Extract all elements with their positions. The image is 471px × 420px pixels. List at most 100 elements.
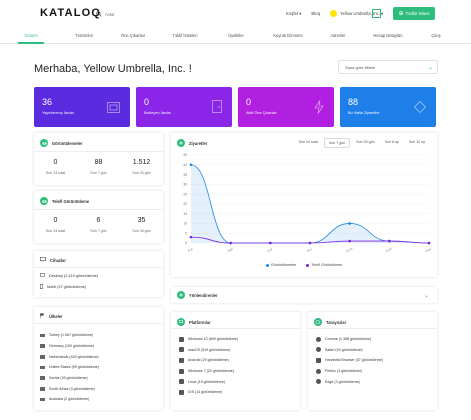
y-tick-label: 10 [183, 222, 187, 226]
stat-weekly-visits[interactable]: 88 Bu Hafta Ziyaretler [340, 87, 436, 127]
stat-label: Bu Hafta Ziyaretler [348, 111, 380, 115]
browser-label: Firefox (4 görüntüleme) [325, 369, 363, 374]
nav-item-featured[interactable]: Öne Çıkanlar [120, 33, 146, 38]
discover-label: Kəşfet [286, 11, 299, 16]
filter-dropdown[interactable]: Sana göre filtrele ⌄ [338, 60, 438, 74]
y-tick-label: 20 [183, 202, 187, 206]
platform-label: Windows 7 (20 görüntüleme) [188, 369, 234, 374]
referrers-card[interactable]: Yönlendirenler ⌄ [171, 287, 437, 303]
door-icon [212, 100, 222, 118]
x-tick-label: Cum [345, 247, 353, 254]
y-tick-label: 40 [183, 163, 187, 167]
data-point [388, 239, 391, 243]
main-nav: Ümumi Tənzimlər Öne Çıkanlar Təklif İste… [0, 28, 471, 44]
x-tick-label: Pzt [187, 247, 193, 253]
list-item: Android (29 görüntüleme) [179, 355, 238, 366]
user-name: Yellow Umbrella, Inc. [339, 11, 380, 16]
nav-item-queue[interactable]: Kuyruk Dirənmə [273, 33, 303, 38]
flag-icon [40, 376, 45, 380]
range-tab-6m[interactable]: Son 6 ay [384, 140, 399, 144]
windows-icon [179, 368, 184, 374]
plus-icon: ⊕ [398, 10, 404, 17]
stat-active-featured[interactable]: 0 Aktif Öne Çıkanlar [238, 87, 334, 127]
platform-label: Android (29 görüntüleme) [188, 358, 229, 363]
nav-item-overview[interactable]: Ümumi [24, 33, 38, 38]
stat-value: 36 [42, 97, 53, 107]
nav-item-account[interactable]: Hesap Detayları [373, 33, 403, 38]
apple-icon [179, 389, 184, 395]
x-tick-label: Çar [266, 247, 273, 254]
y-tick-label: 35 [183, 173, 187, 177]
list-item: Chrome (1.388 görüntüleme) [316, 334, 383, 345]
country-label: Australia (2 görüntüleme) [49, 397, 90, 402]
brand-logo[interactable]: KATALOQ [40, 7, 102, 19]
card-title: Cihazlar [50, 257, 66, 263]
card-title: Ziyaretler [189, 140, 208, 146]
range-tab-24h[interactable]: Son 24 saat [298, 140, 318, 144]
list-item: iOS (14 görüntüleme) [179, 387, 238, 398]
user-menu[interactable]: Yellow Umbrella, Inc. ▾ [329, 10, 384, 17]
data-point [308, 241, 312, 245]
data-point [229, 241, 232, 245]
range-tab-30d[interactable]: Son 30 gün [356, 140, 375, 144]
list-item: Safari (43 görüntüleme) [316, 345, 383, 356]
stat-value: 0 [246, 97, 252, 107]
add-listing-button[interactable]: ⊕ Tədbir Əlavə [393, 7, 435, 20]
blog-link[interactable]: Bloq [311, 11, 320, 16]
legend-label: Telefl Görüntüleme [311, 263, 343, 267]
search-box[interactable] [96, 8, 185, 20]
card-title: Tarayıcılar [326, 319, 347, 325]
stat-pending-listings[interactable]: 0 Bekleyen İlanlar [136, 87, 232, 127]
legend-item: Telefl Görüntüleme [306, 263, 342, 267]
chevron-down-icon[interactable]: ⌄ [423, 293, 429, 299]
browser-label: Edge (3 görüntüleme) [325, 379, 360, 384]
platforms-card: Platformlar Windows 10 (899 görüntüleme)… [171, 312, 300, 410]
mobile-icon [316, 357, 321, 363]
views-card: Görüntülemeler 0 Son 24 saat 88 Son 7 gün … [34, 133, 163, 185]
phone-views-card: Telefl Görüntüleme 0 Son 24 saat 6 Son 7 g… [34, 191, 163, 243]
chevron-down-icon: ▾ [299, 10, 302, 16]
messages-icon[interactable] [372, 9, 381, 18]
range-tab-7d[interactable]: Son 7 gün [323, 138, 351, 148]
card-title: Platformlar [189, 319, 211, 325]
nav-item-memberships[interactable]: Üyelikler [228, 33, 244, 38]
android-icon [179, 357, 184, 363]
y-tick-label: 0 [185, 241, 187, 245]
diamond-icon [413, 100, 427, 118]
countries-card: Ülkeler Turkey (1.067 görüntüleme) Germa… [34, 307, 163, 410]
y-tick-label: 15 [183, 212, 187, 216]
browser-label: Chrome (1.388 görüntüleme) [325, 337, 372, 342]
stat-label: Yaymlanmış İlanlar [42, 111, 75, 115]
nav-item-requests[interactable]: Təklif İstekleri [172, 33, 198, 38]
nav-item-logout[interactable]: Çıkış [431, 33, 441, 38]
eye-icon [40, 197, 48, 205]
list-item: United States (99 görüntüleme) [40, 362, 99, 373]
search-input[interactable] [105, 9, 185, 19]
platform-label: Windows 10 (899 görüntüleme) [188, 337, 238, 342]
y-tick-label: 25 [183, 192, 187, 196]
country-label: Netherlands (443 görüntüleme) [49, 354, 99, 359]
list-item: macOS (519 görüntüleme) [179, 345, 238, 356]
chevron-down-icon: ▾ [380, 10, 384, 16]
visits-chart-card: Ziyaretler Son 24 saat Son 7 gün Son 30 … [171, 133, 437, 277]
edge-icon [316, 379, 321, 385]
nav-item-settings[interactable]: Tənzimlər [75, 33, 93, 38]
chart-legend: Görüntülemeler Telefl Görüntüleme [171, 263, 437, 267]
range-tab-12m[interactable]: Son 12 ay [408, 140, 425, 144]
card-title: Telefl Görüntüleme [52, 198, 89, 204]
legend-dot [265, 263, 269, 267]
top-bar: KATALOQ Kəşfet▾ Bloq Yellow Umbrella, In… [0, 0, 471, 28]
stat-published-listings[interactable]: 36 Yaymlanmış İlanlar [34, 87, 130, 127]
nav-item-addresses[interactable]: Adresler [330, 33, 346, 38]
metric-value: 6 [96, 217, 101, 224]
legend-dot [306, 263, 310, 267]
platform-label: iOS (14 görüntüleme) [188, 390, 223, 395]
country-label: United States (99 görüntüleme) [49, 365, 99, 370]
search-icon [96, 11, 102, 17]
list-item: Linux (19 görüntüleme) [179, 376, 238, 387]
filter-label: Sana göre filtrele [345, 65, 376, 70]
discover-link[interactable]: Kəşfet ▾ [286, 11, 301, 17]
data-point [427, 241, 431, 245]
country-label: South Africa (3 görüntüleme) [49, 386, 95, 391]
country-label: Turkey (1.067 görüntüleme) [49, 333, 94, 338]
